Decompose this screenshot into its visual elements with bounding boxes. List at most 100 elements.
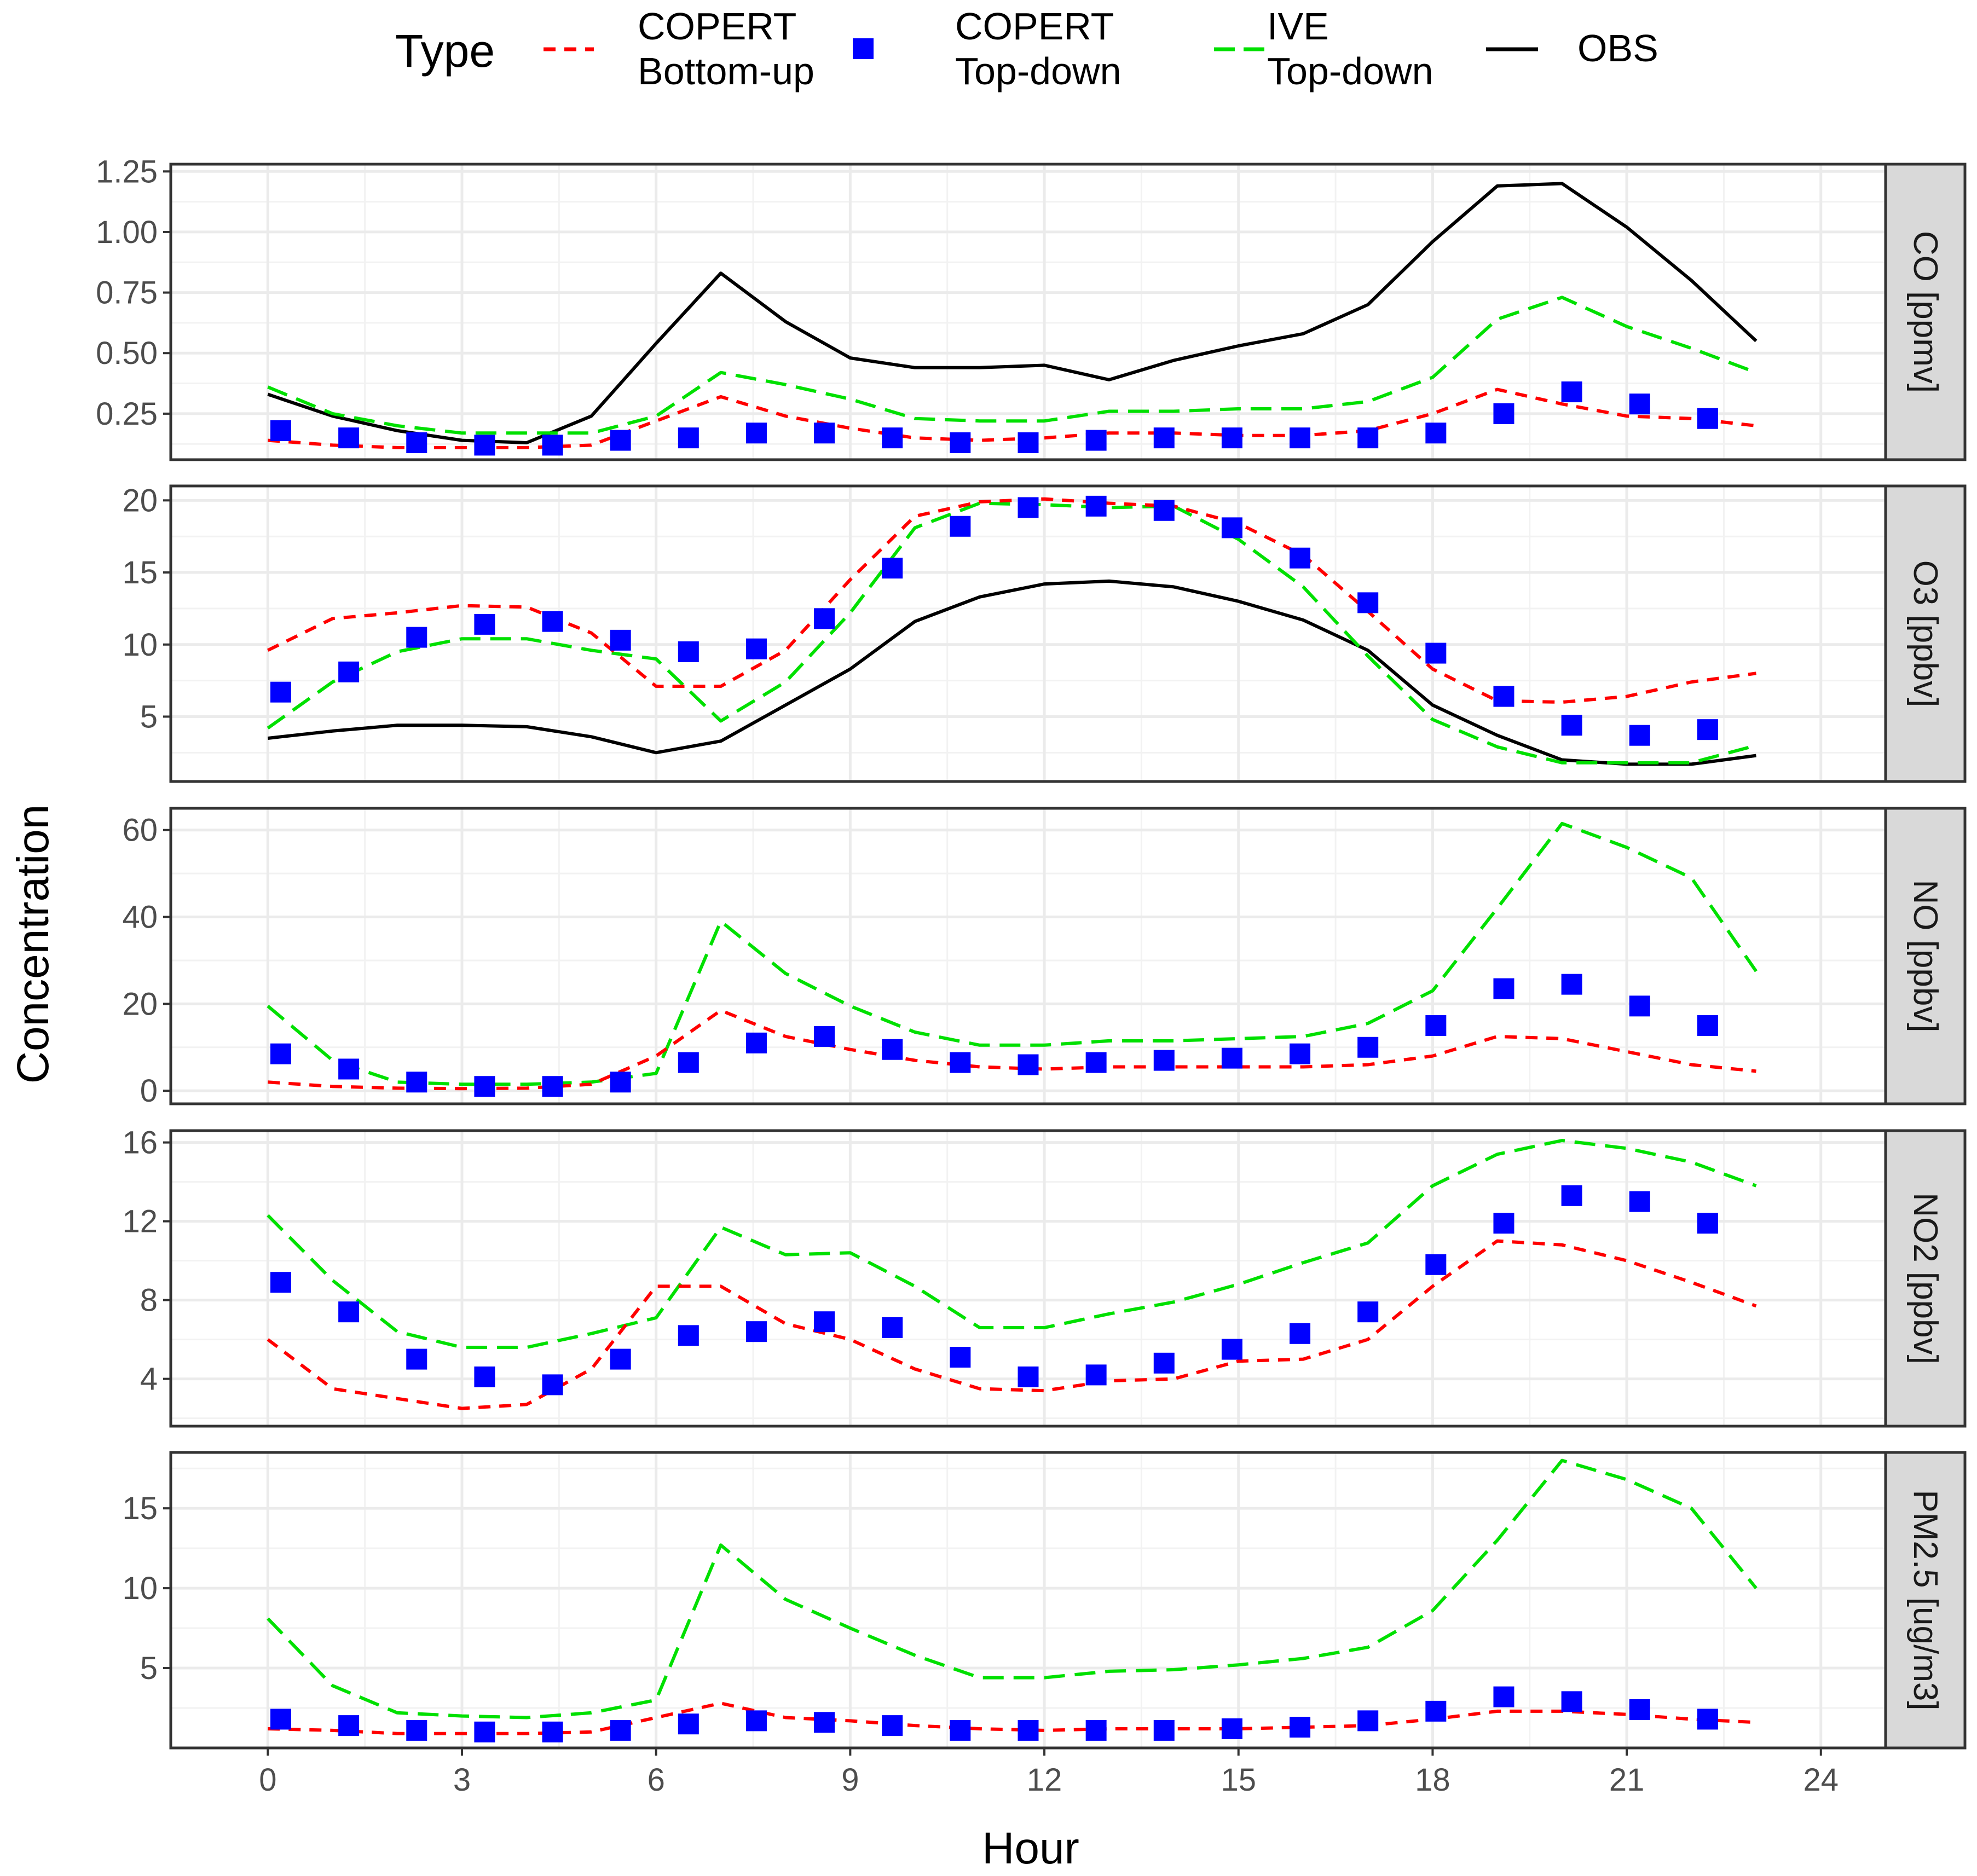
facet-strip (1884, 163, 1967, 461)
copert-top-down-point (950, 1347, 971, 1368)
facet-strip (1884, 1129, 1967, 1428)
copert-top-down-point (1153, 1719, 1175, 1741)
copert-top-down-point (1290, 427, 1311, 449)
copert-top-down-point (1425, 642, 1447, 664)
y-tick-label: 8 (140, 1283, 158, 1318)
copert-top-down-point (1629, 1191, 1650, 1212)
copert-top-down-point (678, 641, 699, 662)
copert-top-down-point (1425, 422, 1447, 444)
copert-top-down-point (1697, 1015, 1718, 1037)
legend-label-ive-top-down-line2: Top-down (1267, 50, 1433, 92)
copert-top-down-point (610, 430, 631, 451)
y-tick-label: 10 (122, 627, 158, 663)
copert-top-down-point (1425, 1700, 1447, 1722)
panels: 0.25 0.50 0.75 1.00 1.25 CO [ppmv] 5 10 15 20 O3 [… (96, 154, 1967, 1750)
copert-top-down-point (1561, 1691, 1582, 1712)
copert-top-down-point (1561, 1185, 1582, 1206)
facet-strip (1884, 484, 1967, 783)
legend-entry-obs: OBS (1486, 27, 1658, 70)
copert-top-down-point (1357, 427, 1379, 449)
facet-strip (1884, 1451, 1967, 1750)
copert-top-down-point (406, 1348, 427, 1370)
copert-top-down-point (542, 611, 563, 632)
x-tick-label: 21 (1609, 1762, 1645, 1798)
facet-strip-label: O3 [ppbv] (1906, 560, 1944, 708)
copert-top-down-point (542, 435, 563, 456)
facet-strip-label: CO [ppmv] (1906, 231, 1944, 393)
y-tick-label: 12 (122, 1204, 158, 1240)
copert-top-down-point (1221, 1718, 1242, 1739)
legend: Type COPERT Bottom-up COPERT Top-down IV… (395, 5, 1658, 92)
legend-label-ive-top-down-line1: IVE (1267, 5, 1329, 48)
copert-top-down-point (1697, 408, 1718, 429)
copert-top-down-point (1357, 592, 1379, 613)
panel-data (267, 821, 1758, 1097)
copert-top-down-point (270, 420, 291, 441)
legend-label-copert-bottom-up-line2: Bottom-up (638, 50, 814, 92)
copert-top-down-point (338, 661, 360, 682)
panel-no2-ppbv: 4 8 12 16 NO2 [ppbv] (122, 1125, 1967, 1428)
y-tick-label: 20 (122, 483, 158, 518)
copert-top-down-point (882, 1317, 903, 1338)
copert-top-down-point (1290, 1043, 1311, 1064)
obs-series-line (267, 182, 1758, 444)
copert-top-down-point (814, 422, 835, 444)
y-tick-label: 1.00 (96, 215, 158, 250)
copert-top-down-point (1493, 1213, 1514, 1234)
copert-top-down-point (1018, 497, 1039, 518)
x-tick-label: 15 (1221, 1762, 1256, 1798)
copert-top-down-point (678, 1713, 699, 1735)
copert-top-down-point (882, 558, 903, 579)
x-tick-label: 6 (648, 1762, 665, 1798)
panel-background (171, 1452, 1886, 1748)
copert-top-down-point (678, 1325, 699, 1346)
copert-top-down-point (814, 608, 835, 629)
copert-top-down-point (814, 1311, 835, 1333)
copert-top-down-point (1493, 978, 1514, 999)
copert-top-down-point (270, 1272, 291, 1293)
copert-top-down-point (474, 1076, 495, 1097)
panel-co-ppmv: 0.25 0.50 0.75 1.00 1.25 CO [ppmv] (96, 154, 1967, 461)
copert-top-down-point (1018, 432, 1039, 454)
copert-top-down-point (1221, 1047, 1242, 1069)
copert-top-down-point (406, 1072, 427, 1093)
copert-top-down-point (1493, 403, 1514, 424)
copert-top-down-point (610, 1719, 631, 1741)
legend-key-copert-top-down (853, 38, 874, 59)
copert-top-down-point (1425, 1015, 1447, 1037)
y-tick-label: 1.25 (96, 154, 158, 189)
copert-top-down-point (610, 629, 631, 651)
copert-top-down-point (1085, 430, 1107, 451)
copert-top-down-point (1290, 547, 1311, 569)
copert-top-down-point (745, 1032, 767, 1053)
facet-strip-label: NO2 [ppbv] (1906, 1192, 1944, 1364)
copert-top-down-point (1085, 1052, 1107, 1073)
copert-top-down-point (610, 1072, 631, 1093)
ive-top-down-series-line (267, 1139, 1757, 1349)
panel-no-ppbv: 0 20 40 60 NO [ppbv] (122, 807, 1967, 1109)
x-tick-label: 0 (259, 1762, 276, 1798)
copert-top-down-point (1357, 1710, 1379, 1732)
x-tick-label: 9 (841, 1762, 859, 1798)
copert-top-down-point (338, 1715, 360, 1736)
copert-top-down-point (1697, 1709, 1718, 1730)
copert-top-down-point (1153, 1050, 1175, 1071)
y-tick-label: 10 (122, 1571, 158, 1606)
copert-top-down-point (1697, 1213, 1718, 1234)
x-tick-label: 18 (1415, 1762, 1450, 1798)
y-axis-title: Concentration (8, 804, 58, 1084)
y-tick-label: 4 (140, 1362, 158, 1397)
copert-top-down-point (950, 432, 971, 454)
y-tick-label: 40 (122, 900, 158, 935)
y-tick-label: 15 (122, 555, 158, 590)
y-tick-label: 60 (122, 813, 158, 848)
y-tick-label: 5 (140, 1651, 158, 1686)
copert-top-down-point (814, 1712, 835, 1733)
copert-top-down-point (542, 1374, 563, 1396)
panel-data (267, 495, 1757, 766)
y-tick-label: 5 (140, 699, 158, 734)
copert-top-down-point (270, 681, 291, 703)
copert-bottom-up-series-line (267, 1239, 1757, 1410)
copert-top-down-point (1290, 1323, 1311, 1344)
copert-top-down-point (1085, 1719, 1107, 1741)
